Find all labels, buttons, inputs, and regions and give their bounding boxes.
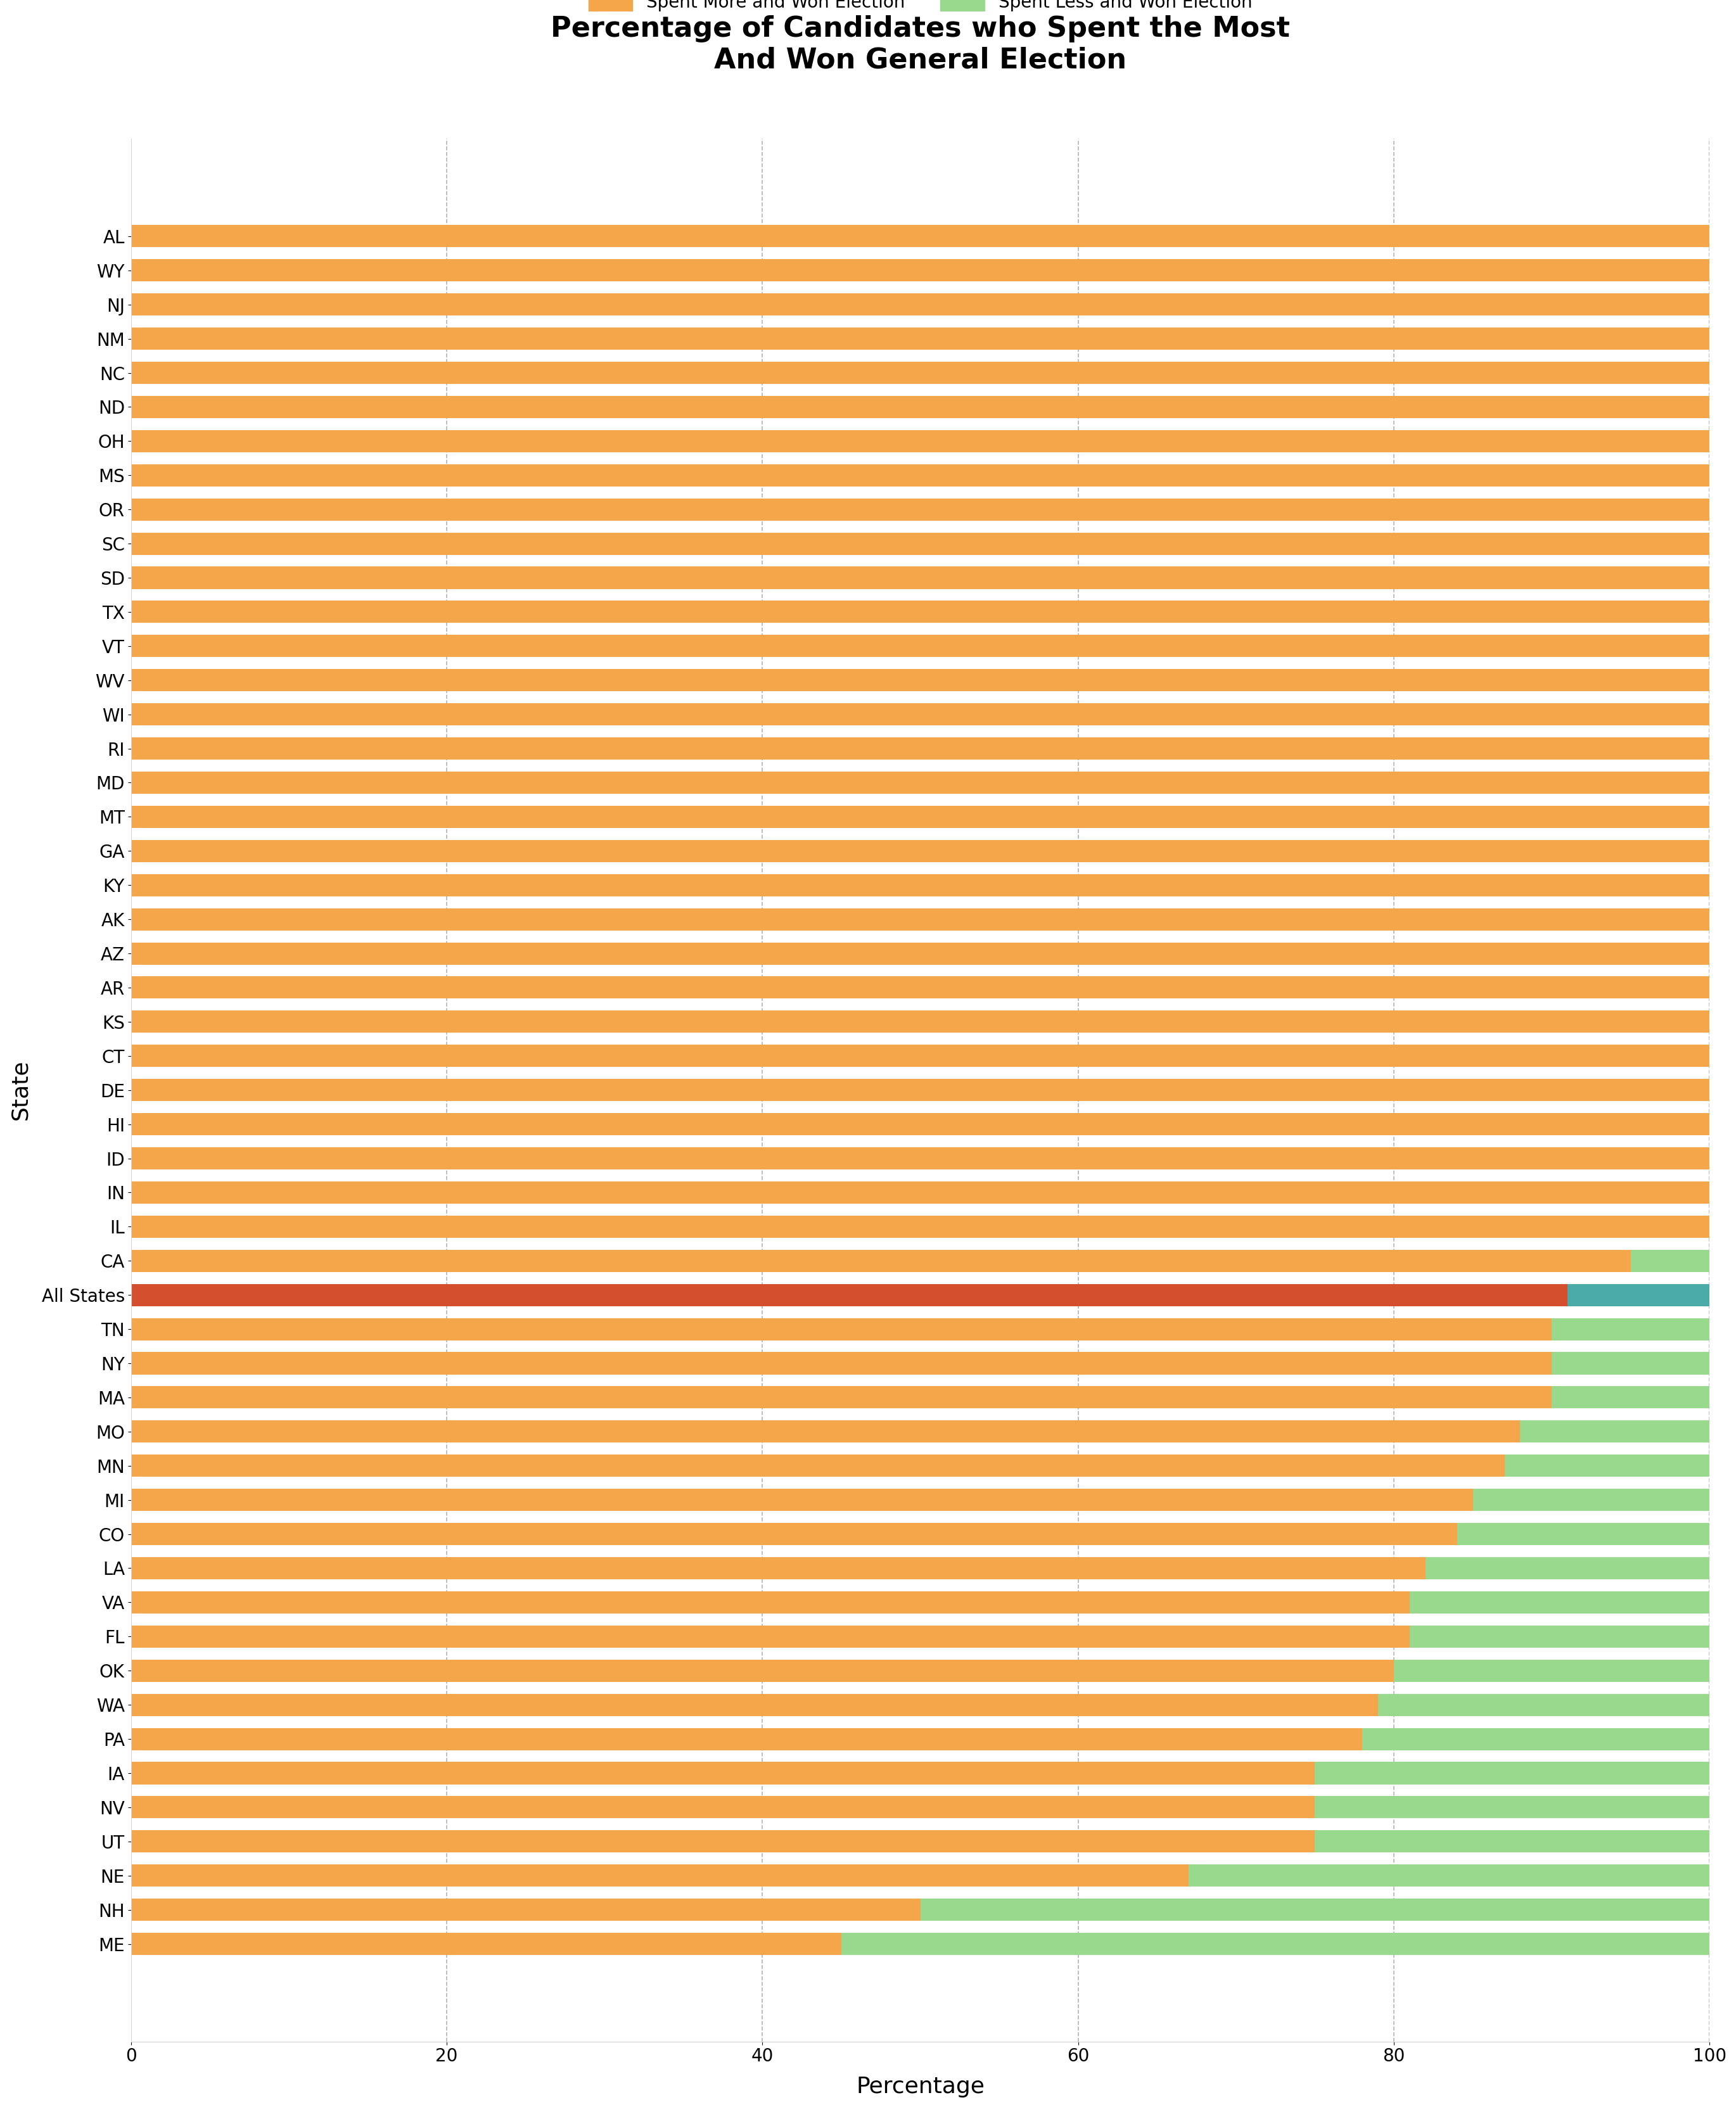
Bar [1472, 1490, 1710, 1511]
Legend: Spent More and Won Election, Spent Less and Won Election: Spent More and Won Election, Spent Less … [582, 0, 1259, 19]
Bar [130, 704, 1710, 725]
Bar [130, 293, 1710, 316]
Bar [130, 1761, 1314, 1785]
Bar [1505, 1454, 1710, 1477]
Bar [130, 1386, 1552, 1410]
Bar [1189, 1865, 1710, 1886]
Bar [1425, 1557, 1710, 1580]
Bar [130, 1591, 1410, 1614]
Bar [130, 1523, 1457, 1544]
Bar [1552, 1386, 1710, 1410]
Bar [130, 1079, 1710, 1102]
Bar [130, 1011, 1710, 1032]
Bar [130, 1932, 842, 1955]
Bar [130, 942, 1710, 965]
Bar [130, 533, 1710, 554]
Bar [1363, 1728, 1710, 1751]
Bar [130, 1249, 1630, 1273]
Bar [130, 1319, 1552, 1340]
Bar [1552, 1319, 1710, 1340]
Bar [130, 1216, 1710, 1237]
Bar [130, 1624, 1410, 1648]
Bar [130, 1112, 1710, 1136]
Bar [130, 1454, 1505, 1477]
Bar [920, 1898, 1710, 1922]
Bar [130, 1353, 1552, 1374]
Bar [130, 1557, 1425, 1580]
Y-axis label: State: State [9, 1060, 31, 1121]
Bar [1410, 1624, 1710, 1648]
Bar [130, 499, 1710, 520]
Bar [1630, 1249, 1710, 1273]
Title: Percentage of Candidates who Spent the Most
And Won General Election: Percentage of Candidates who Spent the M… [550, 15, 1290, 74]
Bar [130, 908, 1710, 931]
Bar [130, 1182, 1710, 1203]
Bar [130, 874, 1710, 895]
Bar [1394, 1660, 1710, 1681]
Bar [130, 737, 1710, 761]
Bar [130, 600, 1710, 624]
Bar [130, 1728, 1363, 1751]
Bar [1314, 1761, 1710, 1785]
Bar [130, 1898, 920, 1922]
Bar [1552, 1353, 1710, 1374]
Bar [130, 634, 1710, 657]
Bar [130, 430, 1710, 453]
Bar [130, 1148, 1710, 1169]
Bar [130, 1795, 1314, 1818]
Bar [130, 976, 1710, 999]
Bar [130, 670, 1710, 691]
Bar [1410, 1591, 1710, 1614]
X-axis label: Percentage: Percentage [856, 2075, 984, 2096]
Bar [1314, 1831, 1710, 1852]
Bar [130, 1490, 1472, 1511]
Bar [130, 1420, 1521, 1443]
Bar [842, 1932, 1710, 1955]
Bar [130, 396, 1710, 417]
Bar [1378, 1694, 1710, 1715]
Bar [130, 567, 1710, 588]
Bar [130, 225, 1710, 247]
Bar [1568, 1283, 1710, 1306]
Bar [130, 464, 1710, 487]
Bar [1521, 1420, 1710, 1443]
Bar [130, 1660, 1394, 1681]
Bar [130, 362, 1710, 383]
Bar [130, 1283, 1568, 1306]
Bar [130, 1831, 1314, 1852]
Bar [130, 841, 1710, 862]
Bar [130, 771, 1710, 794]
Bar [130, 327, 1710, 350]
Bar [130, 805, 1710, 828]
Bar [130, 259, 1710, 282]
Bar [130, 1694, 1378, 1715]
Bar [1457, 1523, 1710, 1544]
Bar [1314, 1795, 1710, 1818]
Bar [130, 1865, 1189, 1886]
Bar [130, 1045, 1710, 1066]
